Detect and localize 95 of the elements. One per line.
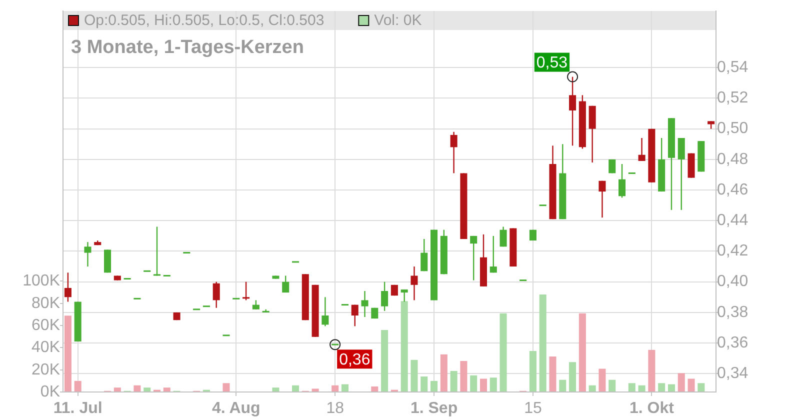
bar [341,384,348,392]
y-tick-label: 0,40 [717,273,748,290]
candlestick [490,235,497,274]
y2-tick-label: 60K [32,316,60,334]
bar [163,388,170,392]
bar [64,316,72,392]
candlestick [569,76,576,146]
bar [74,380,82,392]
x-tick-label: 1. Okt [629,400,675,418]
x-tick-label: 1. Sep [410,400,458,418]
candlestick [153,226,161,276]
x-tick-label: 4. Aug [212,400,260,418]
bar [539,294,546,392]
candlestick [400,288,408,302]
y-tick-label: 0,42 [717,242,748,260]
y-tick-label: 0,50 [717,120,748,138]
y2-tick-label: 40K [32,339,60,356]
y-tick-label: 0,44 [717,212,748,230]
x-tick-label: 18 [326,400,344,418]
bar [312,388,319,392]
bar [529,351,536,392]
bar [678,373,685,392]
bar [588,385,596,392]
bar [628,383,636,392]
candlestick [64,272,72,302]
candlestick [588,105,596,164]
bar [381,330,388,392]
y2-tick-label: 20K [32,361,60,378]
candlestick [598,180,606,218]
y2-tick-label: 100K [22,272,60,290]
candlestick [361,290,368,318]
candlestick [420,238,428,272]
bar [400,301,408,392]
bar [292,385,300,392]
bar [420,376,428,392]
candlestick [212,281,220,308]
candlestick [410,266,418,301]
candlestick [638,137,646,162]
bar [460,360,468,392]
bar [371,386,378,392]
x-tick-label: 15 [524,400,542,418]
legend-label: Op:0.505, Hi:0.505, Lo:0.5, Cl:0.503 [84,12,324,30]
bar [559,380,566,392]
y-tick-label: 0,36 [717,334,748,352]
y-tick-label: 0,34 [717,365,748,382]
candlestick [618,163,626,198]
candlestick [678,137,685,211]
candlestick [252,300,260,310]
y2-tick-label: 0K [40,383,60,400]
y-tick-label: 0,54 [717,59,748,76]
bar [272,388,280,392]
bar [144,388,151,392]
bar [658,383,666,392]
bar [569,362,576,392]
bar [648,350,656,392]
bar [688,378,695,392]
x-tick-label: 11. Jul [53,400,102,418]
y-tick-label: 0,48 [717,150,748,168]
legend-label: Vol: 0K [374,12,422,30]
bar [222,383,230,392]
bar [668,384,675,392]
bar [638,385,646,392]
bar [470,375,478,392]
candlestick [470,235,478,281]
candlestick [104,249,112,274]
bar [410,360,418,392]
y-tick-label: 0,46 [717,181,748,198]
y-tick-label: 0,52 [717,90,748,107]
bar [608,380,616,392]
bar [698,383,705,392]
bar [490,378,497,392]
candlestick [500,226,507,248]
bar [598,368,606,392]
candlestick [381,281,388,312]
bar [134,385,141,392]
bar [480,378,488,392]
y2-tick-label: 80K [32,294,60,312]
bar [450,370,458,392]
candlestick [282,275,290,294]
bar [430,380,438,392]
bar [549,356,556,392]
data-label: 0,36 [339,351,370,368]
candlestick [450,131,458,174]
text: 3 Monate, 1-Tages-Kerzen [71,37,304,58]
bar [114,388,121,392]
bar [332,385,339,392]
y-tick-label: 0,38 [717,304,748,321]
candlestick [242,281,250,301]
candlestick [351,304,358,327]
candlestick [322,296,329,327]
candlestick [84,241,92,268]
bar [500,313,507,392]
bar [440,354,448,392]
data-label: 0,53 [536,54,568,72]
bar [578,313,586,392]
